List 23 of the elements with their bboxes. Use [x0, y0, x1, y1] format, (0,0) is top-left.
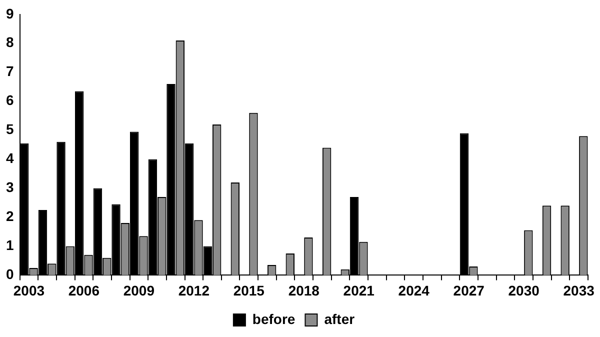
- x-tick-label: 2006: [68, 282, 100, 298]
- y-tick-label: 4: [6, 150, 14, 166]
- y-tick-label: 7: [6, 63, 14, 80]
- y-tick-label: 3: [6, 179, 14, 196]
- legend-label: after: [324, 310, 356, 327]
- x-tick-label: 2030: [508, 282, 540, 298]
- x-tick-label: 2009: [123, 282, 155, 298]
- x-tick-label: 2024: [398, 282, 430, 298]
- y-tick-label: 1: [6, 237, 14, 254]
- y-tick-label: 0: [6, 266, 14, 282]
- x-tick-label: 2021: [343, 282, 375, 298]
- x-tick-label: 2027: [453, 282, 485, 298]
- legend-label: before: [252, 310, 296, 327]
- x-tick-label: 2003: [13, 282, 45, 298]
- x-tick-label: 2033: [563, 282, 595, 298]
- x-tick-label: 2018: [288, 282, 320, 298]
- y-tick-label: 6: [6, 92, 14, 108]
- x-tick-label: 2012: [178, 282, 210, 298]
- x-tick-label: 2015: [233, 282, 265, 298]
- y-tick-label: 9: [6, 5, 14, 22]
- y-tick-label: 8: [6, 34, 14, 50]
- y-tick-label: 5: [6, 121, 14, 138]
- y-tick-label: 2: [6, 208, 14, 224]
